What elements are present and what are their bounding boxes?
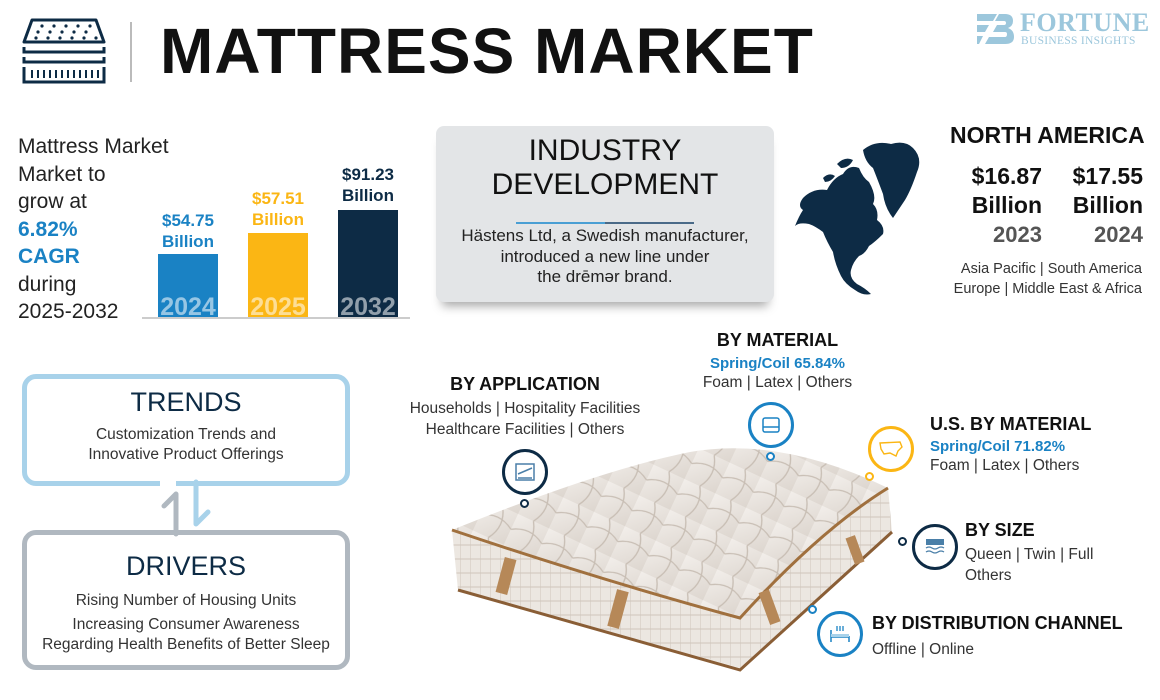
chart-baseline	[142, 317, 410, 319]
page-title: MATTRESS MARKET	[160, 15, 814, 87]
connector-gap	[160, 481, 176, 495]
drivers-box: DRIVERS Rising Number of Housing Units I…	[22, 530, 350, 670]
bar-label-2025: $57.51 Billion	[252, 189, 304, 229]
na-value-2023: $16.87 Billion 2023	[971, 163, 1042, 247]
trends-box: TRENDS Customization Trends and Innovativ…	[22, 374, 350, 486]
us-material-pin	[868, 426, 914, 472]
trends-text: Customization Trends and Innovative Produ…	[88, 426, 284, 463]
cagr-label: CAGR	[18, 245, 80, 268]
industry-development-card: INDUSTRY DEVELOPMENT Hästens Ltd, a Swedi…	[436, 126, 774, 302]
distribution-pin-dot	[808, 605, 817, 614]
material-pin-dot	[766, 452, 775, 461]
spring-mattress-icon	[925, 539, 945, 554]
segment-by-size: BY SIZE Queen | Twin | Full Others	[965, 520, 1094, 584]
bar-2025: 2025	[248, 233, 308, 321]
na-value-2024: $17.55 Billion 2024	[1072, 163, 1143, 247]
growth-line: Market to	[18, 162, 106, 186]
segment-by-application: BY APPLICATION Households | Hospitality …	[409, 374, 641, 438]
us-material-pin-dot	[865, 472, 874, 481]
industry-title: INDUSTRY DEVELOPMENT	[491, 134, 719, 201]
industry-text: Hästens Ltd, a Swedish manufacturer, int…	[461, 226, 749, 286]
segment-by-distribution-channel: BY DISTRIBUTION CHANNEL Offline | Online	[872, 613, 1123, 658]
distribution-pin	[817, 611, 863, 657]
region-title: NORTH AMERICA	[950, 122, 1145, 148]
mattress-layer-icon	[762, 417, 780, 433]
segment-by-material: BY MATERIAL Spring/Coil 65.84% Foam | La…	[702, 330, 853, 391]
driver-item: Rising Number of Housing Units	[75, 592, 297, 609]
growth-summary: Mattress Market Market to grow at 6.82% …	[18, 133, 169, 326]
usa-map-icon	[879, 441, 903, 457]
growth-line: Mattress Market	[18, 135, 169, 158]
connector-arrows	[161, 479, 211, 537]
forecast-period: 2025-2032	[18, 300, 119, 323]
market-size-bar-chart: $54.75 Billion 2024 $57.51 Billion 2025 $9…	[140, 160, 410, 321]
bar-label-2032: $91.23 Billion	[342, 165, 394, 205]
size-pin-dot	[898, 537, 907, 546]
trends-title: TRENDS	[130, 387, 242, 417]
segment-us-by-material: U.S. BY MATERIAL Spring/Coil 71.82% Foam…	[930, 414, 1092, 474]
fortune-logo-icon	[977, 14, 1014, 44]
hospital-bed-icon	[515, 463, 535, 481]
bed-delivery-icon	[830, 626, 850, 642]
bar-2032: 2032	[338, 210, 398, 321]
size-pin	[912, 524, 958, 570]
cagr-value: 6.82%	[18, 217, 78, 241]
application-pin	[502, 449, 548, 495]
bar-label-2024: $54.75 Billion	[162, 211, 214, 251]
driver-item: Increasing Consumer Awareness Regarding H…	[42, 616, 330, 653]
other-regions: Asia Pacific | South America Europe | Mi…	[953, 261, 1142, 297]
growth-line: during	[18, 272, 77, 296]
north-america-map-icon	[795, 142, 920, 295]
bar-2024: 2024	[158, 254, 218, 321]
mattress-image	[451, 448, 894, 672]
industry-divider	[516, 222, 694, 224]
logo-text-business-insights: BUSINESS INSIGHTS	[1021, 35, 1136, 47]
growth-line: grow at	[18, 190, 87, 213]
header-divider	[130, 22, 132, 82]
mattress-icon	[22, 18, 106, 84]
material-pin	[748, 402, 794, 448]
logo-text-fortune: FORTUNE	[1020, 8, 1150, 37]
application-pin-dot	[520, 499, 529, 508]
drivers-title: DRIVERS	[125, 551, 247, 581]
